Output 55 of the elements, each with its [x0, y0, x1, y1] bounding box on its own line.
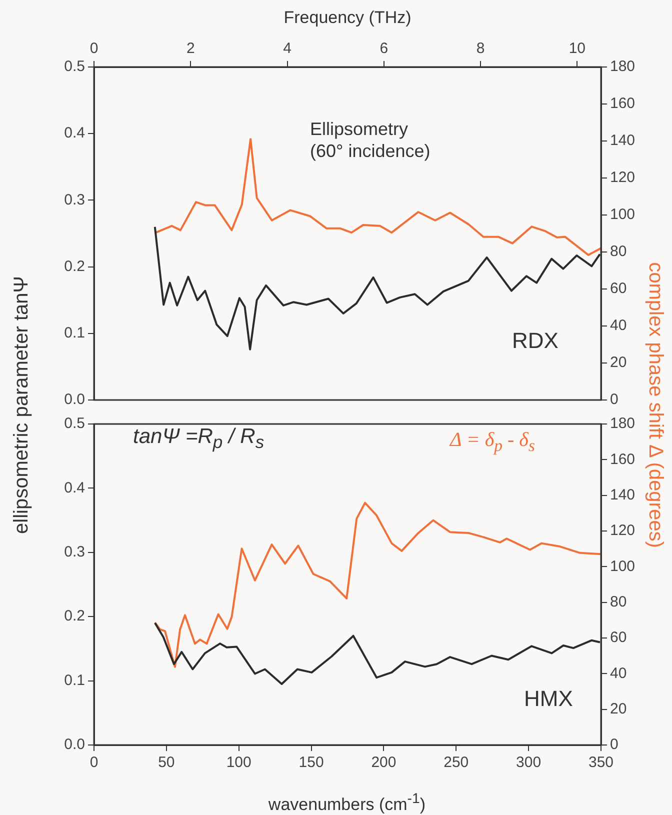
x-tick-label: 0 — [90, 754, 98, 772]
x-axis-title: Frequency (THz) — [284, 8, 412, 27]
y2-tick-label: 20 — [610, 700, 627, 718]
y2-tick-label: 120 — [610, 522, 636, 540]
x-tick-label: 50 — [158, 754, 175, 772]
y2-tick-label: 140 — [610, 132, 636, 150]
annotation: tanΨ =R$_{p}$ / R$_{s}$ — [133, 424, 264, 454]
annotation: RDX — [512, 328, 558, 354]
x-tick-label: 300 — [516, 754, 542, 772]
annotation: HMX — [524, 686, 573, 712]
y2-tick-label: 100 — [610, 206, 636, 224]
x-tick-label: 8 — [476, 40, 485, 58]
x-tick-label: 10 — [568, 40, 586, 58]
y-tick-label: 0.5 — [64, 415, 85, 432]
y-tick-label: 0.3 — [64, 544, 85, 561]
y-axis-title: ellipsometric parameter tanΨ — [10, 276, 34, 534]
y2-tick-label: 80 — [610, 243, 627, 260]
x-tick-label: 350 — [588, 754, 614, 772]
x-tick-label: 100 — [226, 754, 252, 772]
y-tick-label: 0.2 — [64, 608, 85, 625]
y2-tick-label: 0 — [610, 736, 618, 754]
y2-tick-label: 40 — [610, 317, 627, 334]
annotation: Δ = δ$_{p}$ - δ$_{s}$ — [450, 428, 535, 457]
x-tick-label: 6 — [380, 40, 388, 58]
y-tick-label: 0.2 — [64, 258, 85, 275]
y2-tick-label: 0 — [610, 391, 618, 408]
y2-tick-label: 100 — [610, 558, 636, 575]
y2-tick-label: 160 — [610, 450, 636, 468]
y2-tick-label: 180 — [610, 415, 636, 432]
x-tick-label: 0 — [90, 40, 98, 58]
x-tick-label: 4 — [283, 40, 292, 58]
x-tick-label: 200 — [371, 754, 396, 772]
y-tick-label: 0.4 — [64, 124, 85, 142]
y-tick-label: 0.1 — [64, 324, 85, 342]
y2-tick-label: 180 — [610, 58, 636, 76]
y-tick-label: 0.1 — [64, 672, 85, 689]
y-tick-label: 0.3 — [64, 191, 85, 208]
y2-tick-label: 60 — [610, 629, 627, 646]
y-tick-label: 0.5 — [64, 58, 85, 76]
y-tick-label: 0.0 — [64, 391, 85, 408]
y2-tick-label: 60 — [610, 280, 627, 298]
y2-tick-label: 40 — [610, 664, 627, 682]
y-tick-label: 0.0 — [64, 736, 85, 754]
x-axis-title: wavenumbers (cm$^{-1}$) — [268, 791, 426, 815]
y2-tick-label: 160 — [610, 95, 636, 112]
y2-tick-label: 80 — [610, 593, 627, 610]
y-tick-label: 0.4 — [64, 479, 85, 496]
y2-tick-label: 120 — [610, 169, 636, 186]
annotation: Ellipsometry (60° incidence) — [310, 118, 430, 162]
x-tick-label: 150 — [298, 754, 324, 772]
y2-axis-title: complex phase shift Δ (degrees) — [644, 262, 666, 548]
x-tick-label: 250 — [444, 754, 469, 772]
y2-tick-label: 140 — [610, 486, 636, 504]
y2-tick-label: 20 — [610, 354, 627, 372]
x-tick-label: 2 — [186, 40, 195, 58]
